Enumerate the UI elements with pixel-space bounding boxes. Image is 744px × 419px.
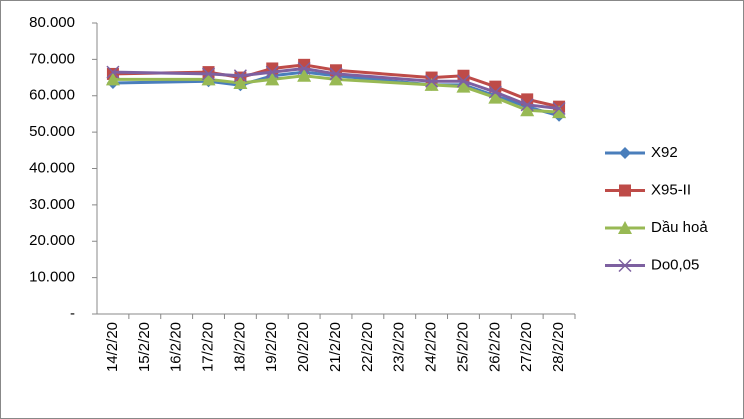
x-tick-label: 14/2/20 (104, 322, 121, 372)
data-point (520, 103, 535, 117)
legend-marker (619, 184, 631, 197)
x-tick-label: 25/2/20 (454, 322, 471, 372)
x-tick-label: 28/2/20 (550, 322, 567, 372)
data-point (552, 101, 566, 116)
y-tick-label: - (70, 305, 75, 322)
data-point (329, 67, 343, 81)
data-point (297, 61, 311, 75)
data-point (265, 65, 279, 79)
legend-marker (618, 258, 632, 273)
legend-label: X95-II (651, 181, 691, 198)
data-point (488, 90, 503, 104)
y-tick-label: 40.000 (29, 159, 75, 176)
legend-marker (619, 147, 631, 159)
data-point (329, 72, 343, 86)
y-tick-label: 10.000 (29, 269, 75, 286)
legend-marker (618, 221, 632, 234)
x-tick-label: 24/2/20 (423, 322, 440, 372)
data-point (488, 85, 502, 99)
data-point (233, 76, 248, 90)
x-tick-label: 21/2/20 (327, 322, 344, 372)
legend-label: X92 (651, 144, 678, 161)
x-tick-label: 26/2/20 (486, 322, 503, 372)
y-tick-label: 50.000 (29, 123, 75, 140)
data-point (233, 69, 247, 83)
x-tick-label: 16/2/20 (168, 322, 185, 372)
y-tick-label: 30.000 (29, 196, 75, 213)
x-tick-label: 27/2/20 (518, 322, 535, 372)
data-point (265, 72, 280, 86)
y-tick-label: 60.000 (29, 87, 75, 104)
legend-label: Do0,05 (651, 256, 699, 273)
data-point (456, 74, 470, 88)
data-point (297, 68, 312, 82)
data-point (201, 72, 216, 86)
x-tick-label: 19/2/20 (263, 322, 280, 372)
data-point (106, 65, 120, 79)
data-point (105, 72, 120, 86)
data-point (456, 79, 471, 93)
x-tick-label: 15/2/20 (136, 322, 153, 372)
data-point (552, 105, 567, 119)
x-tick-label: 20/2/20 (295, 322, 312, 372)
x-tick-label: 18/2/20 (231, 322, 248, 372)
legend-label: Dầu hoả (651, 219, 708, 236)
x-tick-label: 17/2/20 (200, 322, 217, 372)
x-tick-label: 23/2/20 (391, 322, 408, 372)
data-point (425, 74, 439, 88)
data-point (520, 98, 534, 112)
y-tick-label: 80.000 (29, 14, 75, 31)
y-tick-label: 20.000 (29, 232, 75, 249)
x-tick-label: 22/2/20 (359, 322, 376, 372)
y-tick-label: 70.000 (29, 50, 75, 67)
data-point (424, 77, 439, 91)
data-point (202, 67, 216, 81)
